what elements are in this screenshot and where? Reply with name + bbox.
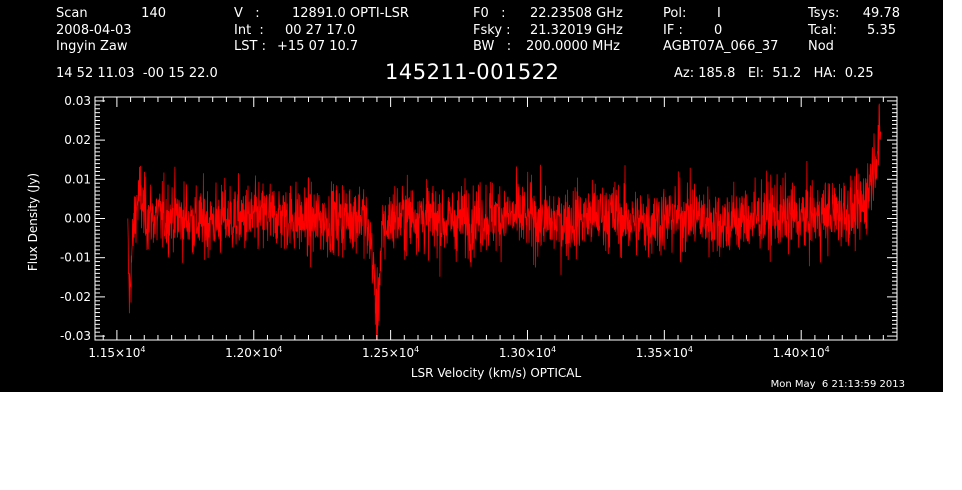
project-id: AGBT07A_066_37 bbox=[663, 39, 779, 54]
observer-name: Ingyin Zaw bbox=[56, 39, 128, 54]
scan-label: Scan bbox=[56, 6, 88, 21]
y-tick-label: 0.02 bbox=[64, 133, 91, 147]
pointing-info: Az: 185.8 El: 51.2 HA: 0.25 bbox=[674, 66, 874, 81]
x-tick-label: 1.15×104 bbox=[88, 345, 145, 360]
x-tick-label: 1.35×104 bbox=[636, 345, 693, 360]
y-tick-label: 0.00 bbox=[64, 212, 91, 226]
bw-value: 200.0000 MHz bbox=[526, 39, 620, 54]
if-value: 0 bbox=[714, 23, 723, 38]
if-label: IF : bbox=[663, 23, 683, 38]
tsys-value: 49.78 bbox=[862, 6, 900, 21]
plot-panel: Scan 140 2008-04-03 Ingyin Zaw V : 12891… bbox=[0, 0, 943, 392]
scan-value: 140 bbox=[141, 6, 166, 21]
tcal-value: 5.35 bbox=[867, 23, 896, 38]
y-axis-label: Flux Density (Jy) bbox=[26, 173, 40, 271]
bw-label: BW : bbox=[473, 39, 512, 54]
x-tick-label: 1.20×104 bbox=[225, 345, 282, 360]
y-tick-label: 0.03 bbox=[64, 94, 91, 108]
trace-layer bbox=[127, 103, 881, 341]
spectrum-trace bbox=[127, 103, 881, 341]
lst-label: LST : bbox=[234, 39, 266, 54]
tsys-label: Tsys: bbox=[808, 6, 840, 21]
pol-value: I bbox=[717, 6, 721, 21]
y-tick-label: 0.01 bbox=[64, 172, 91, 186]
pol-label: Pol: bbox=[663, 6, 687, 21]
obs-mode: Nod bbox=[808, 39, 834, 54]
plot-timestamp: Mon May 6 21:13:59 2013 bbox=[770, 379, 905, 390]
axes-layer: 1.15×104 1.20×104 1.25×104 1.30×104 1.35×104… bbox=[60, 94, 898, 360]
spectrum-chart: 1.15×104 1.20×104 1.25×104 1.30×104 1.35×104… bbox=[26, 94, 898, 380]
x-axis-label: LSR Velocity (km/s) OPTICAL bbox=[411, 366, 582, 380]
x-tick-label: 1.25×104 bbox=[362, 345, 419, 360]
y-tick-label: -0.01 bbox=[60, 251, 91, 265]
lst-value: +15 07 10.7 bbox=[277, 39, 359, 54]
f0-label: F0 : bbox=[473, 6, 506, 21]
velocity-label: V : bbox=[234, 6, 260, 21]
fsky-value: 21.32019 GHz bbox=[530, 23, 623, 38]
y-tick-label: -0.02 bbox=[60, 290, 91, 304]
source-name: 145211-001522 bbox=[385, 60, 560, 84]
int-label: Int : bbox=[234, 23, 264, 38]
x-tick-label: 1.30×104 bbox=[499, 345, 556, 360]
source-coords: 14 52 11.03 -00 15 22.0 bbox=[56, 66, 218, 81]
f0-value: 22.23508 GHz bbox=[530, 6, 623, 21]
velocity-value: 12891.0 OPTI-LSR bbox=[292, 6, 409, 21]
y-tick-label: -0.03 bbox=[60, 329, 91, 343]
int-value: 00 27 17.0 bbox=[285, 23, 356, 38]
fsky-label: Fsky : bbox=[473, 23, 511, 38]
tcal-label: Tcal: bbox=[808, 23, 837, 38]
x-tick-label: 1.40×104 bbox=[773, 345, 830, 360]
obs-date: 2008-04-03 bbox=[56, 23, 132, 38]
